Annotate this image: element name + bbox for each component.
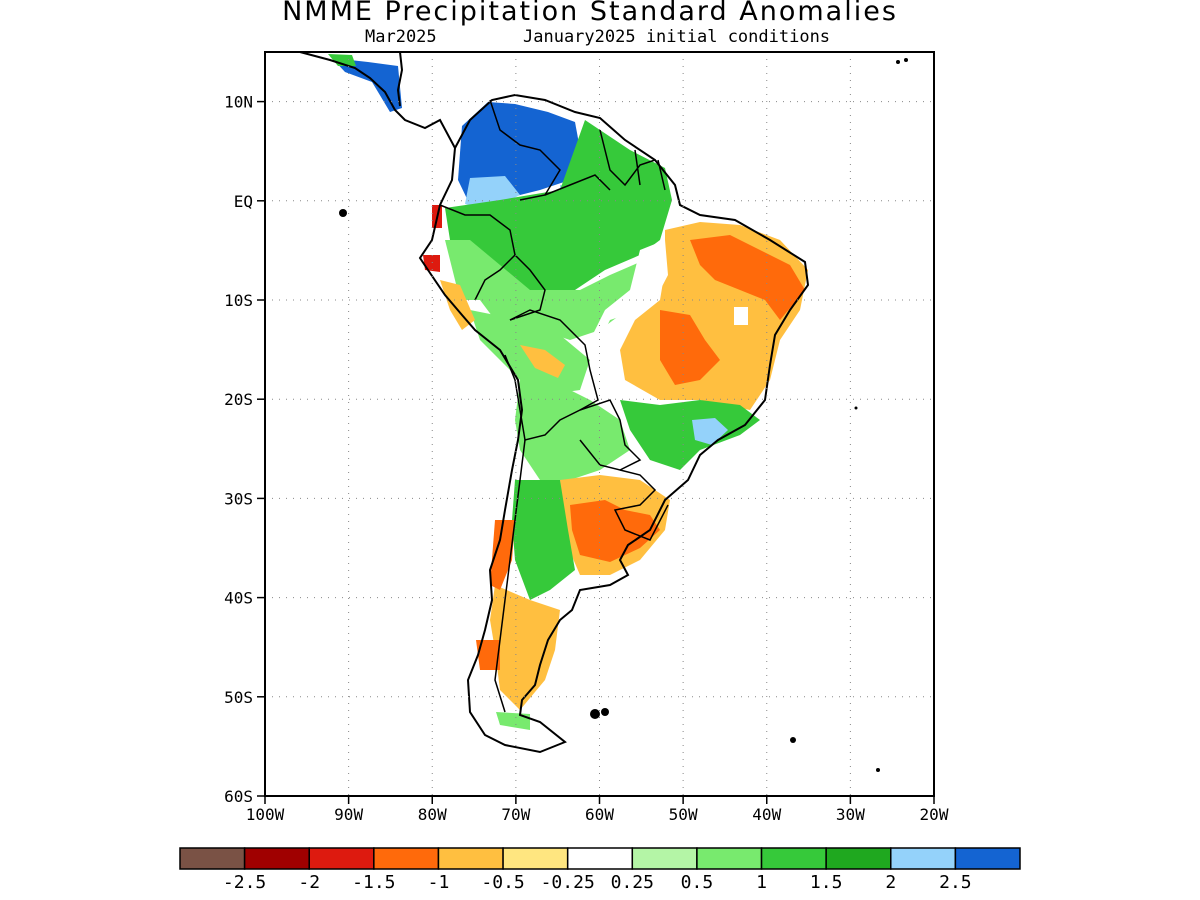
central-america-caribbean-coast bbox=[396, 51, 404, 107]
border-paraguay bbox=[579, 399, 642, 471]
colorbar-swatch bbox=[373, 847, 440, 870]
colorbar-label: -0.25 bbox=[541, 872, 595, 893]
lon-tick-label: 60W bbox=[585, 805, 614, 824]
lon-tick-label: 40W bbox=[752, 805, 781, 824]
anomaly-cell-white bbox=[734, 307, 748, 325]
anomaly-region-cuyo-green bbox=[512, 480, 575, 600]
colorbar-label: -2 bbox=[298, 872, 320, 893]
anomaly-shading bbox=[328, 54, 808, 730]
colorbar-label: -1.5 bbox=[352, 872, 395, 893]
lat-tick-label: 30S bbox=[224, 489, 253, 508]
colorbar-swatch bbox=[243, 847, 310, 870]
lat-tick-label: 50S bbox=[224, 688, 253, 707]
lon-tick-label: 20W bbox=[920, 805, 949, 824]
colorbar-label: 1.5 bbox=[810, 872, 843, 893]
colorbar-swatch bbox=[179, 847, 246, 870]
anomaly-region-centralamerica bbox=[332, 58, 402, 112]
latitude-ticks: 10N EQ 10S 20S 30S 40S 50S 60S bbox=[224, 93, 265, 806]
anomaly-region-patagonia-lightorange bbox=[490, 585, 560, 710]
islands bbox=[339, 58, 908, 772]
colorbar-label: 1 bbox=[756, 872, 767, 893]
map-title: NMME Precipitation Standard Anomalies bbox=[282, 0, 898, 27]
anomaly-region-tierradelfuego-green bbox=[496, 712, 530, 730]
lat-tick-label: 40S bbox=[224, 589, 253, 608]
anomaly-region-peru-coast-orange bbox=[440, 280, 475, 330]
colorbar-label: -0.5 bbox=[481, 872, 524, 893]
gridlines bbox=[265, 52, 934, 796]
border-ecuador-colombia-peru bbox=[439, 204, 516, 301]
colorbar-swatch bbox=[437, 847, 504, 870]
lon-tick-label: 90W bbox=[334, 805, 363, 824]
colorbar-label: 2.5 bbox=[939, 872, 972, 893]
colorbar-swatch bbox=[308, 847, 375, 870]
border-argentina-chile bbox=[494, 439, 526, 713]
anomaly-region-ecuador-red bbox=[423, 205, 442, 272]
colorbar-label: -1 bbox=[428, 872, 450, 893]
border-peru-brazil bbox=[509, 254, 546, 321]
anomaly-region-chile-orange bbox=[490, 520, 515, 590]
initial-conditions-label: January2025 initial conditions bbox=[523, 27, 831, 47]
colorbar-swatch bbox=[890, 847, 957, 870]
colorbar-label: -2.5 bbox=[223, 872, 266, 893]
colorbar-label: 0.25 bbox=[611, 872, 654, 893]
anomaly-region-argentina-orange bbox=[570, 500, 660, 562]
longitude-ticks: 100W 90W 80W 70W 60W 50W 40W 30W 20W bbox=[246, 796, 949, 824]
anomaly-region-amazon-green bbox=[445, 120, 672, 305]
lat-tick-label: 10N bbox=[224, 93, 253, 112]
lat-tick-label: EQ bbox=[234, 192, 253, 211]
country-borders bbox=[439, 99, 669, 713]
anomaly-region-bolivia-green bbox=[515, 380, 630, 480]
border-venezuela-brazil bbox=[544, 174, 611, 196]
border-argentina-brazil-uruguay bbox=[613, 469, 669, 541]
colorbar-swatch bbox=[696, 847, 763, 870]
lon-tick-label: 100W bbox=[246, 805, 285, 824]
colorbar-swatch bbox=[566, 847, 634, 870]
colorbar bbox=[179, 847, 1021, 870]
south-america-coastline bbox=[418, 93, 810, 754]
lon-tick-label: 70W bbox=[501, 805, 530, 824]
anomaly-region-central-brazil-orange bbox=[660, 310, 720, 385]
lon-tick-label: 50W bbox=[669, 805, 698, 824]
colorbar-swatch bbox=[760, 847, 827, 870]
colorbar-labels: -2.5 -2 -1.5 -1 -0.5 -0.25 0.25 0.5 1 1.5 2 2.5 bbox=[223, 872, 972, 893]
colorbar-swatch bbox=[631, 847, 698, 870]
lat-tick-label: 20S bbox=[224, 390, 253, 409]
anomaly-region-se-brazil-green bbox=[620, 400, 760, 470]
lat-tick-label: 60S bbox=[224, 787, 253, 806]
lon-tick-label: 80W bbox=[418, 805, 447, 824]
colorbar-swatch bbox=[954, 847, 1021, 870]
colorbar-label: 2 bbox=[885, 872, 896, 893]
colorbar-swatch bbox=[825, 847, 892, 870]
anomaly-region-bolivia-orange bbox=[520, 345, 565, 378]
lon-tick-label: 30W bbox=[836, 805, 865, 824]
anomaly-region-ne-brazil-orange bbox=[690, 235, 805, 320]
coastlines bbox=[299, 51, 810, 754]
anomaly-region-centralamerica-green bbox=[328, 54, 356, 66]
border-guianas bbox=[599, 129, 666, 191]
anomaly-region-central-brazil-white bbox=[590, 240, 668, 380]
colorbar-swatch bbox=[502, 847, 569, 870]
anomaly-region-chile-south-orange bbox=[476, 640, 500, 670]
forecast-month: Mar2025 bbox=[365, 27, 437, 47]
lat-tick-label: 10S bbox=[224, 291, 253, 310]
central-america-coastline bbox=[299, 51, 456, 149]
colorbar-label: 0.5 bbox=[681, 872, 714, 893]
anomaly-region-se-brazil-lightblue bbox=[692, 418, 728, 445]
